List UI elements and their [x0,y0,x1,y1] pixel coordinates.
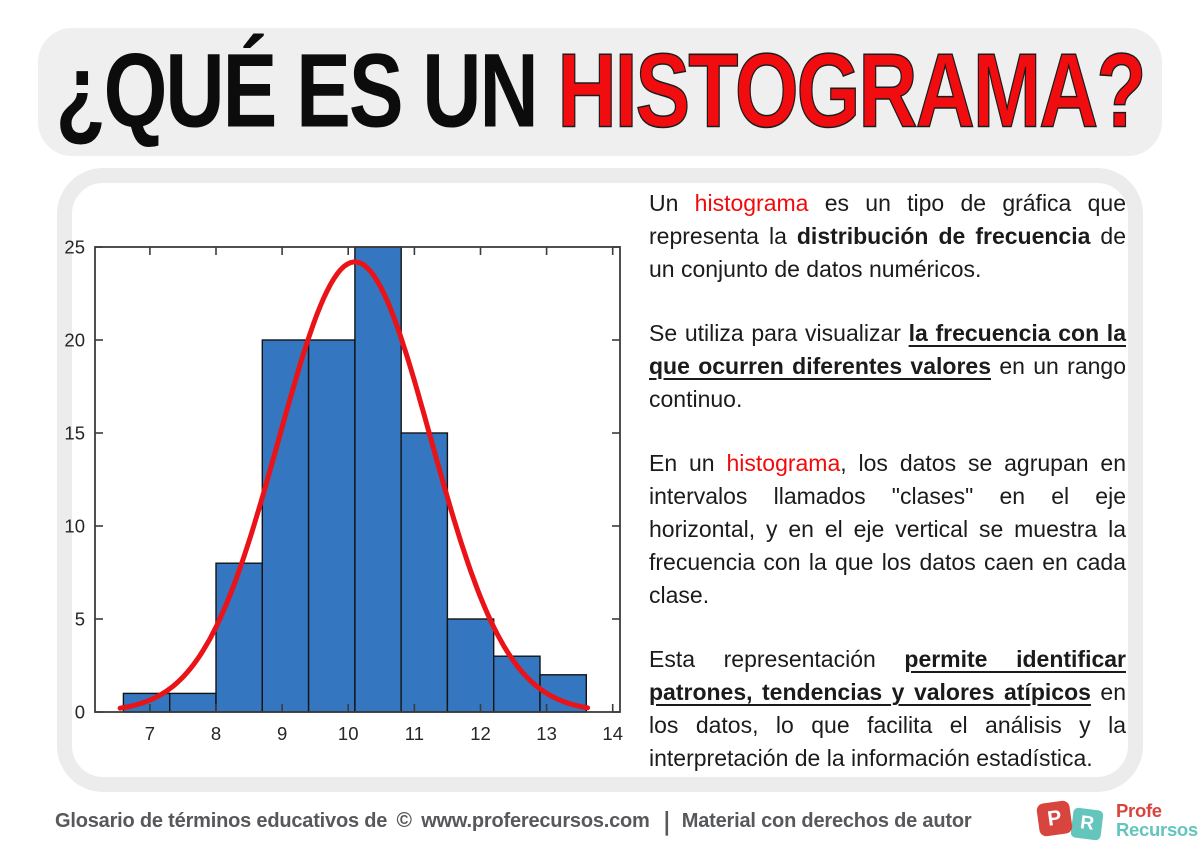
paragraph: En un histograma, los datos se agrupan e… [649,450,1126,608]
footer-separator: | [664,807,670,837]
title-black-text: ¿QUÉ ES UN [55,33,558,150]
footer-site-url: www.proferecursos.com [421,810,650,832]
footer: Glosario de términos educativos de © www… [0,792,1200,848]
paragraph: Esta representación permite identificar … [649,646,1126,771]
article-text: Un histograma es un tipo de gráfica que … [649,187,1126,806]
title-banner: ¿QUÉ ES UN HISTOGRAMA? [38,28,1162,156]
logo-p-letter: P [1045,805,1063,831]
page-title: ¿QUÉ ES UN HISTOGRAMA? [55,32,1147,152]
logo-word-recursos: Recursos [1116,819,1198,840]
logo-r-badge: R [1068,805,1106,843]
paragraph: Un histograma es un tipo de gráfica que … [649,190,1126,282]
title-red-text: HISTOGRAMA? [557,32,1147,150]
logo-r-letter: R [1078,812,1096,835]
footer-glossary-text: Glosario de términos educativos de [55,810,388,832]
footer-credit: Glosario de términos educativos de © www… [55,808,972,837]
paragraph: Se utiliza para visualizar la frecuencia… [649,320,1126,412]
profe-recursos-logo: P R Profe Recursos [1035,798,1198,844]
footer-rights-text: Material con derechos de autor [681,810,972,832]
logo-words: Profe Recursos [1116,801,1198,839]
copyright-icon: © [396,809,412,832]
logo-word-profe: Profe [1116,800,1162,821]
